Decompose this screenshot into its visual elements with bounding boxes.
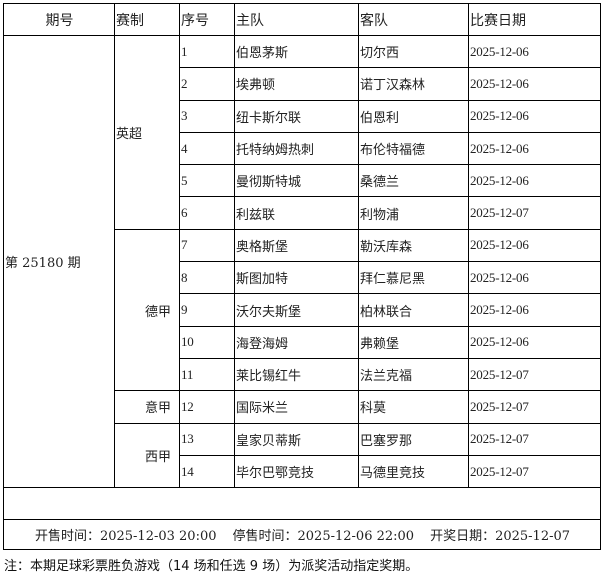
match-number: 4 xyxy=(179,131,235,166)
match-date: 2025-12-06 xyxy=(468,228,601,263)
match-number: 10 xyxy=(179,325,235,359)
away-team: 切尔西 xyxy=(358,34,469,69)
home-team: 莱比锡红牛 xyxy=(234,357,359,392)
home-team: 毕尔巴鄂竞技 xyxy=(234,454,359,489)
match-date: 2025-12-06 xyxy=(468,325,601,359)
home-team: 国际米兰 xyxy=(234,390,359,424)
match-date: 2025-12-07 xyxy=(468,196,601,230)
home-team: 皇家贝蒂斯 xyxy=(234,422,359,456)
header-league: 赛制 xyxy=(114,3,180,36)
match-date: 2025-12-06 xyxy=(468,293,601,327)
league-cell: 意甲 xyxy=(114,390,180,424)
table-row: 4 托特纳姆热刺 布伦特福德 2025-12-06 xyxy=(4,131,601,166)
sale-start-time: 开售时间：2025-12-03 20:00 xyxy=(34,529,217,545)
away-team: 柏林联合 xyxy=(358,293,469,327)
table-row: 第 25180 期英超 1 伯恩茅斯 切尔西 2025-12-06 xyxy=(3,34,601,489)
match-number: 9 xyxy=(179,293,235,327)
match-number: 13 xyxy=(179,422,235,456)
away-team: 伯恩利 xyxy=(358,99,469,133)
draw-date: 开奖日期：2025-12-07 xyxy=(430,529,571,545)
away-team: 法兰克福 xyxy=(358,357,469,392)
match-number: 1 xyxy=(179,34,235,69)
league-cell: 英超 xyxy=(114,35,180,230)
match-date: 2025-12-07 xyxy=(468,390,601,424)
match-number: 5 xyxy=(179,164,235,198)
match-date: 2025-12-06 xyxy=(468,99,601,133)
home-team: 海登海姆 xyxy=(234,325,359,359)
home-team: 纽卡斯尔联 xyxy=(234,99,359,133)
header-period: 期号 xyxy=(3,3,115,36)
blank-cell xyxy=(3,487,601,521)
match-date: 2025-12-06 xyxy=(468,131,601,166)
period-cell: 第 25180 期 xyxy=(3,34,115,489)
table-row: 意甲 12 国际米兰 科莫 2025-12-07 xyxy=(4,390,601,424)
table-row: 6 利兹联 利物浦 2025-12-07 xyxy=(4,196,601,230)
table-row: 11 莱比锡红牛 法兰克福 2025-12-07 xyxy=(4,357,601,392)
schedule-table: 期号 赛制 序号 主队 客队 比赛日期 第 25180 期英超 1 伯恩茅斯 切尔西 2… xyxy=(3,3,601,551)
league-cell: 西甲 xyxy=(114,422,180,489)
match-date: 2025-12-07 xyxy=(468,454,601,489)
away-team: 桑德兰 xyxy=(358,164,469,198)
match-date: 2025-12-07 xyxy=(468,422,601,456)
home-team: 埃弗顿 xyxy=(234,67,359,101)
league-cell: 德甲 xyxy=(114,228,180,392)
home-team: 斯图加特 xyxy=(234,261,359,295)
blank-row xyxy=(3,487,601,521)
header-home: 主队 xyxy=(234,3,359,36)
home-team: 沃尔夫斯堡 xyxy=(234,293,359,327)
table-row: 10 海登海姆 弗赖堡 2025-12-06 xyxy=(4,325,601,359)
away-team: 布伦特福德 xyxy=(358,131,469,166)
table-row: 3 纽卡斯尔联 伯恩利 2025-12-06 xyxy=(4,99,601,133)
home-team: 曼彻斯特城 xyxy=(234,164,359,198)
match-number: 12 xyxy=(179,390,235,424)
match-date: 2025-12-07 xyxy=(468,357,601,392)
header-date: 比赛日期 xyxy=(468,3,601,36)
away-team: 巴塞罗那 xyxy=(358,422,469,456)
table-row: 德甲 7 奥格斯堡 勒沃库森 2025-12-06 xyxy=(4,228,601,392)
header-row: 期号 赛制 序号 主队 客队 比赛日期 xyxy=(3,3,601,36)
match-date: 2025-12-06 xyxy=(468,67,601,101)
header-away: 客队 xyxy=(358,3,469,36)
footnote: 注：本期足球彩票胜负游戏（14 场和任选 9 场）为派奖活动指定奖期。 xyxy=(4,559,419,574)
match-date: 2025-12-06 xyxy=(468,34,601,69)
match-number: 14 xyxy=(179,454,235,489)
home-team: 伯恩茅斯 xyxy=(234,34,359,69)
table-row: 5 曼彻斯特城 桑德兰 2025-12-06 xyxy=(4,164,601,198)
sale-info-row: 开售时间：2025-12-03 20:00 停售时间：2025-12-06 22:… xyxy=(3,519,601,551)
home-team: 托特纳姆热刺 xyxy=(234,131,359,166)
home-team: 利兹联 xyxy=(234,196,359,230)
sale-stop-time: 停售时间：2025-12-06 22:00 xyxy=(232,529,415,545)
away-team: 利物浦 xyxy=(358,196,469,230)
match-number: 7 xyxy=(179,228,235,263)
away-team: 科莫 xyxy=(358,390,469,424)
match-number: 8 xyxy=(179,261,235,295)
match-date: 2025-12-06 xyxy=(468,164,601,198)
match-number: 6 xyxy=(179,196,235,230)
match-number: 11 xyxy=(179,357,235,392)
away-team: 拜仁慕尼黑 xyxy=(358,261,469,295)
table-row: 8 斯图加特 拜仁慕尼黑 2025-12-06 xyxy=(4,261,601,295)
away-team: 马德里竞技 xyxy=(358,454,469,489)
away-team: 弗赖堡 xyxy=(358,325,469,359)
away-team: 诺丁汉森林 xyxy=(358,67,469,101)
table-row: 14 毕尔巴鄂竞技 马德里竞技 2025-12-07 xyxy=(4,454,601,489)
match-number: 2 xyxy=(179,67,235,101)
match-date: 2025-12-06 xyxy=(468,261,601,295)
sale-info-cell: 开售时间：2025-12-03 20:00 停售时间：2025-12-06 22:… xyxy=(3,519,601,551)
header-no: 序号 xyxy=(179,3,235,36)
match-number: 3 xyxy=(179,99,235,133)
away-team: 勒沃库森 xyxy=(358,228,469,263)
home-team: 奥格斯堡 xyxy=(234,228,359,263)
table-row: 西甲 13 皇家贝蒂斯 巴塞罗那 2025-12-07 xyxy=(4,422,601,489)
